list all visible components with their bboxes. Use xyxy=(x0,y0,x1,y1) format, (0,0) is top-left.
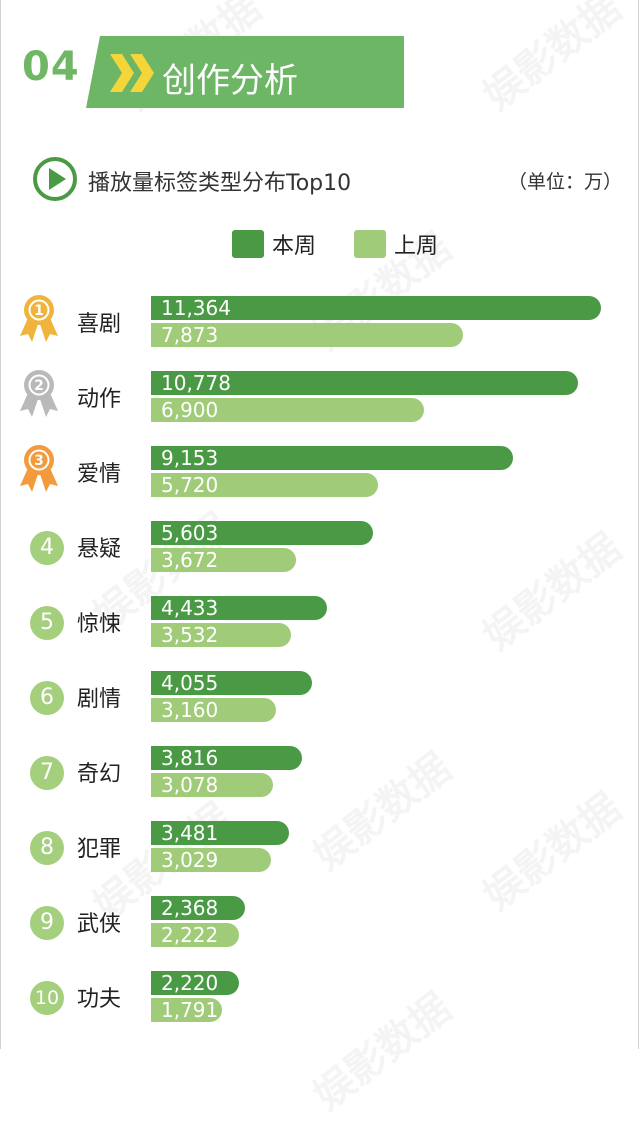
bar-value-label: 3,160 xyxy=(161,698,219,722)
bar-value-label: 1,791 xyxy=(161,998,219,1022)
chart-title: 播放量标签类型分布Top10 xyxy=(88,171,352,196)
bar-value-label: 10,778 xyxy=(161,371,231,395)
silver-medal-icon: 2 xyxy=(20,370,58,417)
page-frame xyxy=(0,0,639,1049)
bar-previous-week: 1,791 xyxy=(151,998,222,1022)
category-label: 喜剧 xyxy=(77,312,122,337)
bar-value-label: 4,433 xyxy=(161,596,219,620)
category-label: 爱情 xyxy=(77,462,122,487)
bar-previous-week: 3,532 xyxy=(151,623,291,647)
rank-badge: 8 xyxy=(30,831,64,865)
category-label: 犯罪 xyxy=(77,837,122,862)
bar-value-label: 11,364 xyxy=(161,296,231,320)
bar-current-week: 4,055 xyxy=(151,671,312,695)
legend-current-label: 本周 xyxy=(272,234,317,259)
rank-number: 1 xyxy=(34,303,44,319)
bar-current-week: 5,603 xyxy=(151,521,373,545)
section-title: 创作分析 xyxy=(162,61,298,101)
chart-row: 8 犯罪 3,481 3,029 xyxy=(0,819,640,875)
gold-medal-icon: 1 xyxy=(20,295,58,342)
bar-current-week: 10,778 xyxy=(151,371,578,395)
category-label: 剧情 xyxy=(77,687,122,712)
chart-row: 2 动作 10,778 6,900 xyxy=(0,369,640,425)
bar-value-label: 4,055 xyxy=(161,671,219,695)
chart-row: 6 剧情 4,055 3,160 xyxy=(0,669,640,725)
play-icon xyxy=(33,157,77,201)
bar-current-week: 4,433 xyxy=(151,596,327,620)
bar-previous-week: 5,720 xyxy=(151,473,378,497)
bar-previous-week: 3,672 xyxy=(151,548,296,572)
bar-current-week: 3,816 xyxy=(151,746,302,770)
category-label: 动作 xyxy=(77,387,122,412)
bar-value-label: 3,481 xyxy=(161,821,219,845)
bar-value-label: 9,153 xyxy=(161,446,219,470)
section-number: 04 xyxy=(22,44,80,90)
chart-row: 5 惊悚 4,433 3,532 xyxy=(0,594,640,650)
legend-previous-swatch xyxy=(354,230,386,258)
section-banner xyxy=(86,36,404,108)
bar-previous-week: 3,078 xyxy=(151,773,273,797)
chart-row: 7 奇幻 3,816 3,078 xyxy=(0,744,640,800)
category-label: 功夫 xyxy=(77,987,122,1012)
rank-badge: 6 xyxy=(30,681,64,715)
legend-current-swatch xyxy=(232,230,264,258)
bar-value-label: 3,078 xyxy=(161,773,219,797)
bar-previous-week: 6,900 xyxy=(151,398,424,422)
bar-previous-week: 7,873 xyxy=(151,323,463,347)
bar-value-label: 2,220 xyxy=(161,971,219,995)
bar-previous-week: 2,222 xyxy=(151,923,239,947)
category-label: 武侠 xyxy=(77,912,122,937)
bar-current-week: 2,368 xyxy=(151,896,245,920)
rank-badge: 9 xyxy=(30,906,64,940)
rank-badge: 4 xyxy=(30,531,64,565)
bar-value-label: 2,368 xyxy=(161,896,219,920)
bar-current-week: 9,153 xyxy=(151,446,513,470)
legend-previous: 上周 xyxy=(354,228,438,260)
rank-number: 3 xyxy=(34,453,44,469)
bar-value-label: 2,222 xyxy=(161,923,219,947)
bar-previous-week: 3,029 xyxy=(151,848,271,872)
unit-label: （单位：万） xyxy=(508,171,623,193)
legend-previous-label: 上周 xyxy=(394,234,439,259)
rank-badge: 5 xyxy=(30,606,64,640)
bar-value-label: 3,672 xyxy=(161,548,219,572)
bar-current-week: 2,220 xyxy=(151,971,239,995)
rank-badge: 10 xyxy=(30,981,64,1015)
bar-current-week: 3,481 xyxy=(151,821,289,845)
chart-row: 9 武侠 2,368 2,222 xyxy=(0,894,640,950)
chart-row: 4 悬疑 5,603 3,672 xyxy=(0,519,640,575)
category-label: 奇幻 xyxy=(77,762,122,787)
rank-badge: 7 xyxy=(30,756,64,790)
double-chevron-icon xyxy=(110,54,154,92)
chart-row: 3 爱情 9,153 5,720 xyxy=(0,444,640,500)
category-label: 惊悚 xyxy=(77,612,122,637)
bar-value-label: 5,720 xyxy=(161,473,219,497)
bar-value-label: 6,900 xyxy=(161,398,219,422)
chart-row: 10 功夫 2,220 1,791 xyxy=(0,969,640,1025)
bar-value-label: 3,532 xyxy=(161,623,219,647)
bar-previous-week: 3,160 xyxy=(151,698,276,722)
rank-number: 2 xyxy=(34,378,44,394)
bar-value-label: 3,029 xyxy=(161,848,219,872)
bar-current-week: 11,364 xyxy=(151,296,601,320)
chart-row: 1 喜剧 11,364 7,873 xyxy=(0,294,640,350)
bar-value-label: 5,603 xyxy=(161,521,219,545)
category-label: 悬疑 xyxy=(77,537,122,562)
bronze-medal-icon: 3 xyxy=(20,445,58,492)
legend-current: 本周 xyxy=(232,228,316,260)
bar-value-label: 7,873 xyxy=(161,323,219,347)
bar-value-label: 3,816 xyxy=(161,746,219,770)
